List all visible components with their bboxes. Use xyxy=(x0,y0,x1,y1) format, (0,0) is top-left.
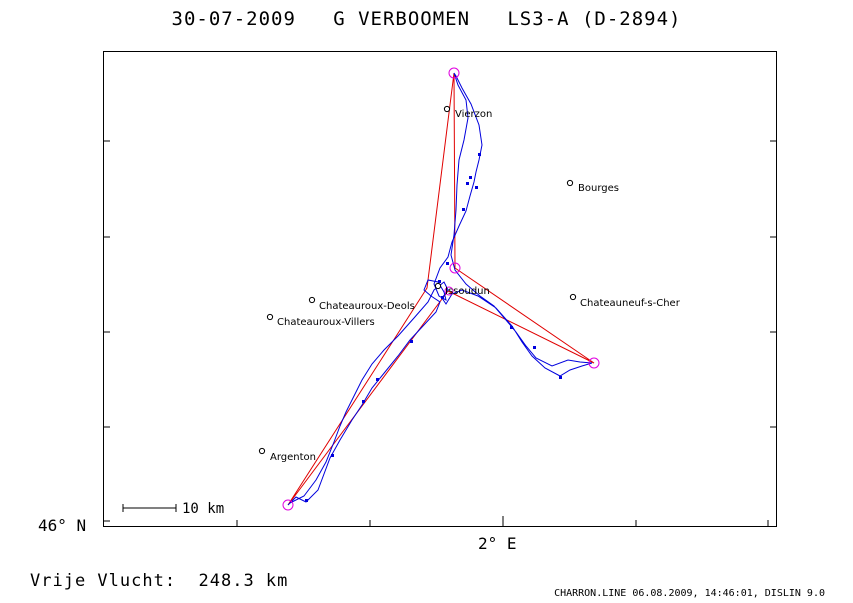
town-label-vierzon: Vierzon xyxy=(455,109,492,120)
track-markers xyxy=(305,153,562,502)
task-line xyxy=(287,72,595,506)
longitude-label: 2° E xyxy=(478,534,517,553)
turnpoint-issoudun xyxy=(444,286,454,296)
scale-bar: 10 km xyxy=(122,501,224,517)
town-label-argenton: Argenton xyxy=(270,452,316,463)
turnpoint-start xyxy=(282,499,294,511)
turnpoint-east xyxy=(588,357,600,369)
town-label-issoudun: Issoudun xyxy=(445,286,490,297)
flight-track xyxy=(287,72,593,506)
turnpoint-markers xyxy=(282,67,600,511)
axis-ticks xyxy=(104,140,776,526)
town-label-chateauroux-villers: Chateauroux-Villers xyxy=(277,317,375,328)
turnpoint-center xyxy=(449,262,461,274)
map-frame xyxy=(103,51,777,527)
file-credit: CHARRON.LINE 06.08.2009, 14:46:01, DISLI… xyxy=(554,588,825,599)
town-marker-chateauroux-villers xyxy=(266,313,274,321)
town-marker-chateauroux-deols xyxy=(308,296,316,304)
turnpoint-north xyxy=(448,67,460,79)
town-marker-bourges xyxy=(566,179,574,187)
latitude-label: 46° N xyxy=(38,516,87,535)
map-title: 30-07-2009 G VERBOOMEN LS3-A (D-2894) xyxy=(171,8,682,30)
town-label-bourges: Bourges xyxy=(578,183,619,194)
town-marker-argenton xyxy=(258,447,266,455)
scale-bar-label: 10 km xyxy=(182,501,224,517)
town-marker-issoudun xyxy=(434,282,442,290)
town-label-chateauneuf-s-cher: Chateauneuf-s-Cher xyxy=(580,298,681,309)
town-marker-vierzon xyxy=(443,105,451,113)
free-flight-distance: Vrije Vlucht: 248.3 km xyxy=(30,571,289,591)
town-marker-chateauneuf-s-cher xyxy=(569,293,577,301)
town-markers: Vierzon Bourges Issoudun Chateauroux-Deo… xyxy=(258,105,681,463)
town-label-chateauroux-deols: Chateauroux-Deols xyxy=(319,301,415,312)
